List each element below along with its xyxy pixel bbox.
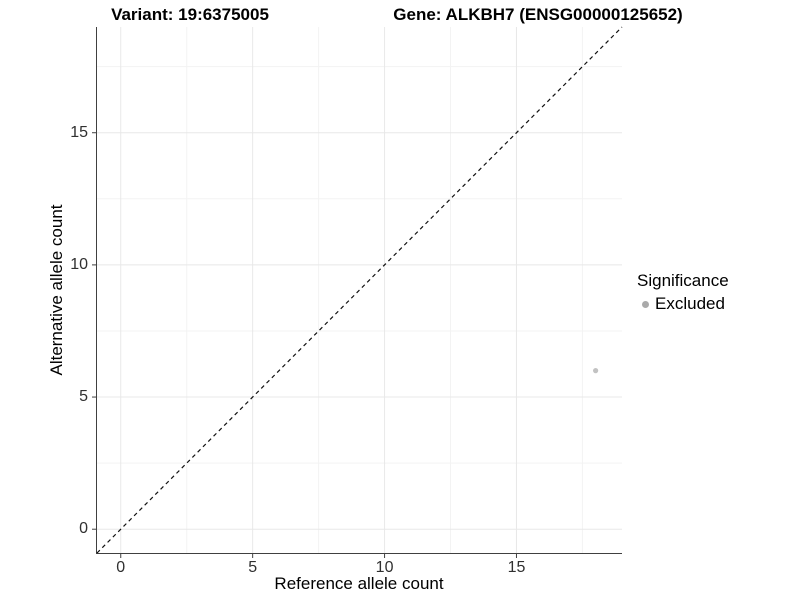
x-axis-title: Reference allele count: [274, 574, 444, 593]
data-point: [593, 368, 599, 374]
legend-item-excluded: Excluded: [637, 294, 729, 314]
y-tick-label: 15: [70, 123, 88, 141]
y-axis-title: Alternative allele count: [47, 204, 66, 376]
legend: Significance Excluded: [637, 271, 729, 314]
plot-title-gene: Gene: ALKBH7 (ENSG00000125652): [393, 5, 683, 24]
excluded-point-icon: [642, 300, 649, 308]
y-tick-label: 5: [79, 388, 88, 406]
x-tick-label: 10: [375, 559, 394, 576]
legend-item-label: Excluded: [655, 294, 725, 313]
plot-title-variant: Variant: 19:6375005: [111, 5, 269, 24]
y-tick-label: 0: [79, 520, 88, 538]
x-tick-label: 0: [116, 559, 126, 576]
y-tick-label: 10: [70, 255, 88, 273]
identity-dashed-line: [96, 26, 623, 554]
legend-title: Significance: [637, 271, 729, 290]
x-tick-label: 15: [507, 559, 526, 576]
legend-key-box: [637, 296, 654, 313]
x-tick-label: 5: [248, 559, 258, 576]
